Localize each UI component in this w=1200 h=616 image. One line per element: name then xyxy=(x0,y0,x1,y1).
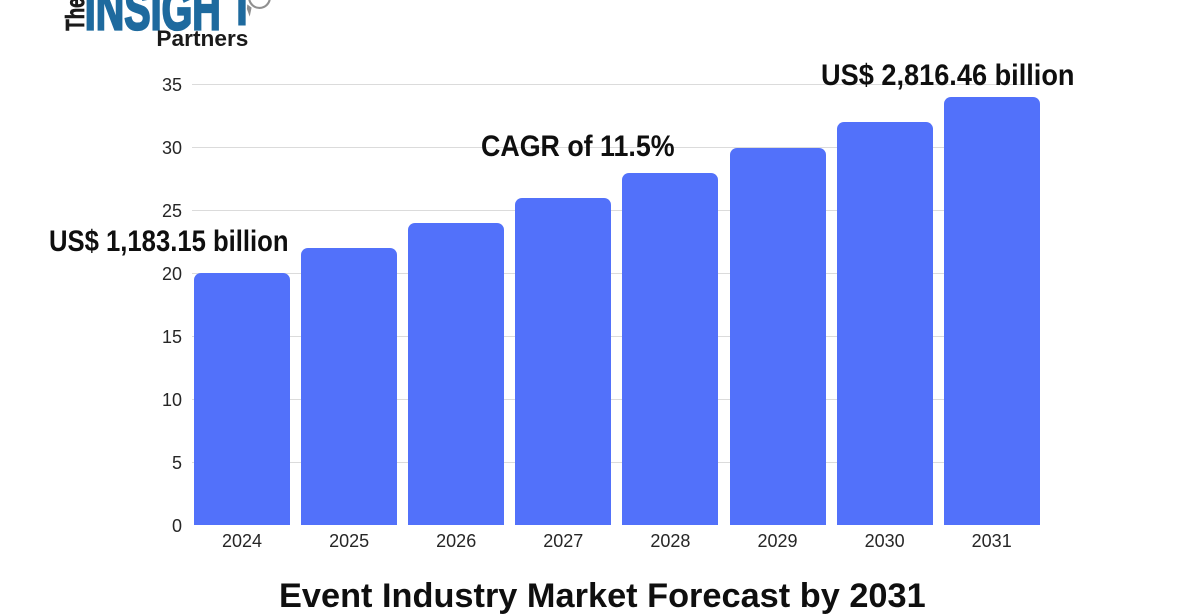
svg-text:Partners: Partners xyxy=(156,26,248,51)
svg-text:The: The xyxy=(60,0,90,31)
svg-text:INSIGH: INSIGH xyxy=(85,0,221,42)
